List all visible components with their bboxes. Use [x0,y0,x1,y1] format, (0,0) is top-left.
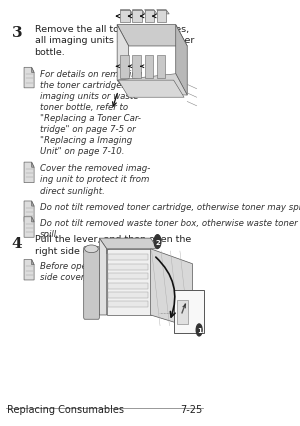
Bar [108,273,148,279]
Polygon shape [99,239,107,315]
Bar [82,226,205,334]
Polygon shape [32,217,34,222]
Bar [177,300,188,324]
Text: Do not tilt removed waste toner box, otherwise waste toner may
spill.: Do not tilt removed waste toner box, oth… [40,219,300,239]
Bar [145,55,153,79]
Polygon shape [99,239,158,249]
Polygon shape [151,249,193,328]
Polygon shape [32,201,34,207]
Bar [108,292,148,298]
Polygon shape [117,75,187,96]
Polygon shape [117,26,129,94]
Text: Replacing Consumables: Replacing Consumables [7,404,124,414]
Text: 4: 4 [11,236,22,250]
Polygon shape [157,11,166,23]
Polygon shape [118,81,184,98]
Polygon shape [132,11,142,23]
Polygon shape [132,11,145,15]
Circle shape [196,324,202,336]
Polygon shape [32,68,34,73]
Bar [120,55,129,79]
Text: 2: 2 [155,239,160,245]
Text: 1: 1 [197,327,202,333]
Polygon shape [145,11,154,23]
Circle shape [154,235,161,249]
Text: Before opening the right
side cover, fold up Tray 1.: Before opening the right side cover, fol… [40,261,151,281]
Bar [157,55,165,79]
Bar [108,264,148,270]
Polygon shape [120,11,130,23]
Text: Do not tilt removed toner cartridge, otherwise toner may spill.: Do not tilt removed toner cartridge, oth… [40,203,300,212]
Text: Pull the lever, and then open the
right side cover.: Pull the lever, and then open the right … [34,235,191,255]
Ellipse shape [85,245,98,253]
Polygon shape [32,163,34,168]
Polygon shape [24,260,34,280]
Bar [108,302,148,308]
Polygon shape [24,201,34,222]
Bar [132,55,141,79]
Polygon shape [176,26,187,96]
Polygon shape [32,260,34,265]
Bar [108,255,148,261]
Polygon shape [145,11,157,15]
Text: 3: 3 [11,26,22,40]
Text: Remove the all toner cartridges,
all imaging units and waste toner
bottle.: Remove the all toner cartridges, all ima… [34,25,194,57]
Polygon shape [24,217,34,238]
Polygon shape [117,26,187,47]
Polygon shape [24,68,34,89]
Text: Cover the removed imag-
ing unit to protect it from
direct sunlight.: Cover the removed imag- ing unit to prot… [40,164,150,195]
Bar [95,13,204,149]
Polygon shape [24,163,34,183]
Polygon shape [157,11,169,15]
Text: For details on removing
the toner cartridges,
imaging units or waste
toner bottl: For details on removing the toner cartri… [40,69,142,156]
Bar [108,283,148,289]
Polygon shape [107,249,151,315]
FancyBboxPatch shape [174,291,204,333]
Polygon shape [120,11,133,15]
FancyBboxPatch shape [84,247,99,320]
Text: 7-25: 7-25 [180,404,202,414]
